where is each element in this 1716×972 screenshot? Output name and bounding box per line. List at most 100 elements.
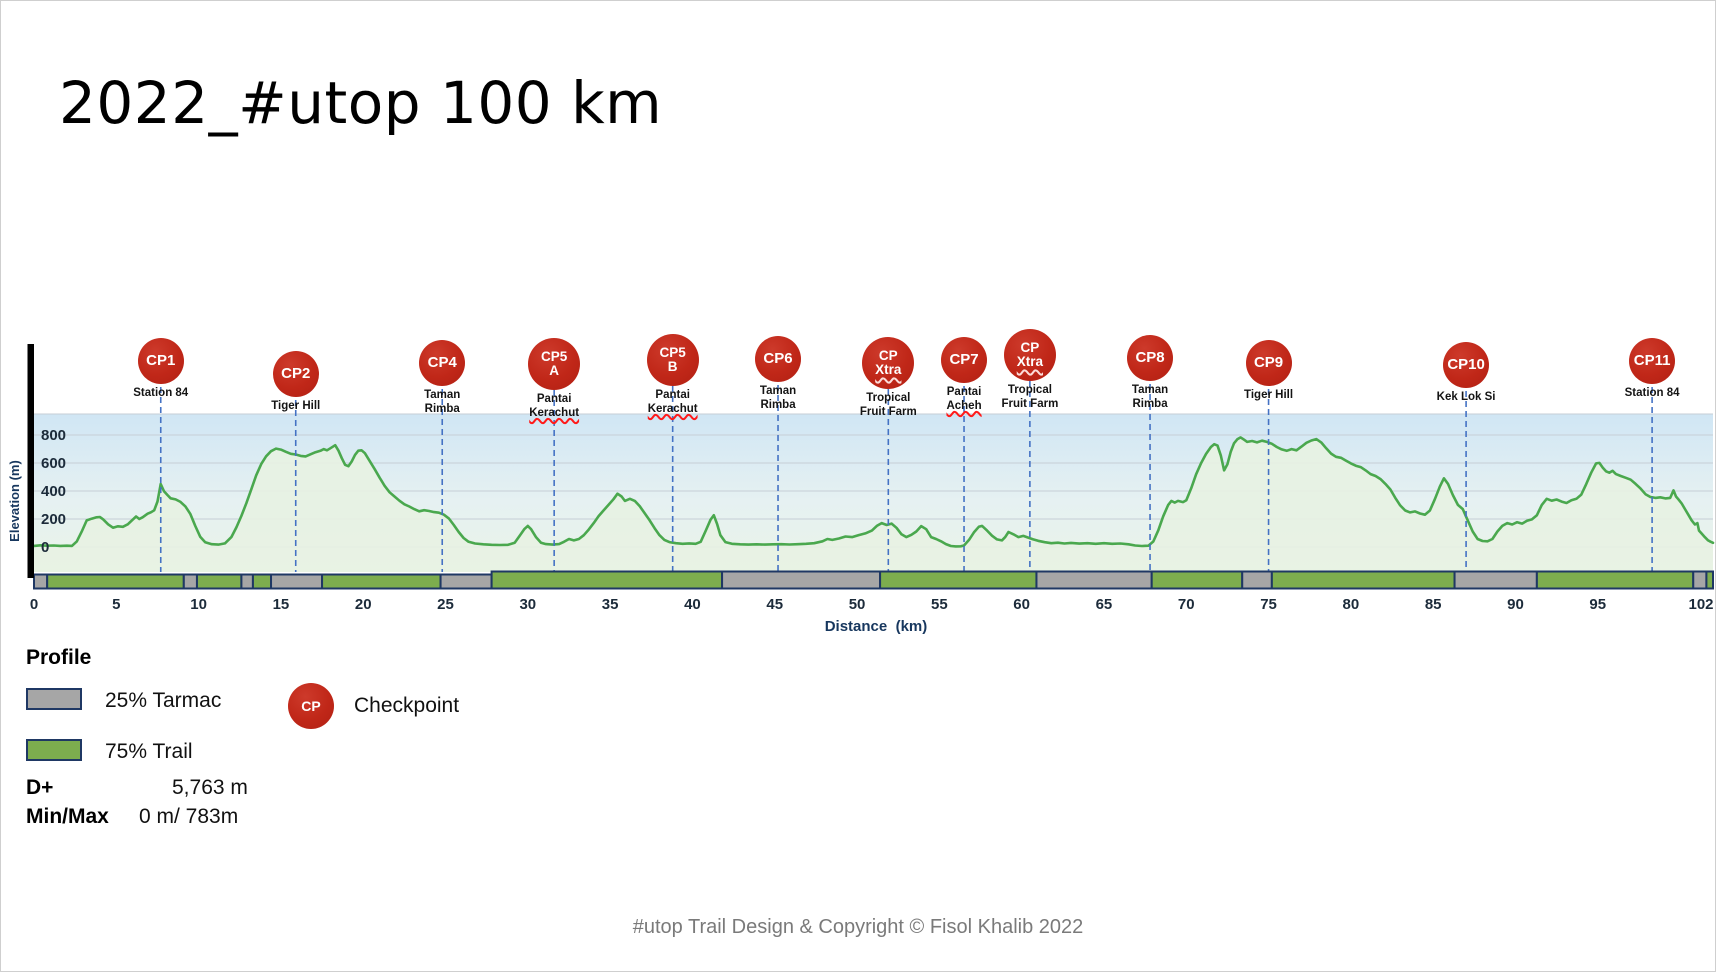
- checkpoint-marker: CP5 B: [646, 334, 699, 386]
- minmax-value: 0 m/ 783m: [139, 805, 239, 828]
- surface-segment-trail: [1535, 570, 1695, 590]
- minmax-label: Min/Max: [26, 805, 109, 828]
- x-tick-label: 40: [684, 596, 701, 613]
- checkpoint-marker-text: CP: [1020, 340, 1040, 356]
- checkpoint-marker-text: CP6: [763, 350, 793, 368]
- page-title: 2022_#utop 100 km: [59, 69, 663, 137]
- surface-segment-tarmac: [721, 570, 882, 590]
- checkpoint-name-line: Fruit Farm: [1001, 397, 1059, 410]
- checkpoint-name-line: Pantai: [655, 389, 690, 401]
- checkpoint-marker: CP6: [755, 336, 802, 382]
- y-axis-title: Elevation (m): [7, 460, 22, 542]
- surface-segment-tarmac: [1692, 570, 1708, 590]
- checkpoint-marker-text: CP8: [1135, 349, 1165, 367]
- checkpoint-name: Kek Lok Si: [1401, 391, 1531, 405]
- tarmac-label: 25% Tarmac: [105, 689, 222, 712]
- checkpoint-legend-label: Checkpoint: [354, 694, 460, 717]
- checkpoint-marker-text: Xtra: [875, 362, 902, 377]
- checkpoint-name-line: Kerachut: [647, 402, 698, 415]
- checkpoint-name-line: Rimba: [424, 402, 460, 415]
- checkpoint-name: Pantai Kerachut: [608, 389, 738, 416]
- checkpoint-name-line: Tropical: [1007, 384, 1052, 396]
- checkpoint-name-line: Rimba: [760, 398, 796, 411]
- copyright-footer: #utop Trail Design & Copyright © Fisol K…: [632, 916, 1084, 938]
- checkpoint-name: Taman Rimba: [713, 385, 843, 412]
- x-tick-label: 35: [602, 596, 619, 613]
- x-tick-label: 95: [1589, 596, 1606, 613]
- surface-segment-tarmac: [33, 573, 49, 590]
- checkpoint-name: Tropical Fruit Farm: [823, 392, 953, 419]
- checkpoint-marker: CP4: [419, 340, 466, 386]
- surface-segment-tarmac: [1035, 570, 1153, 590]
- x-tick-label: 65: [1096, 596, 1113, 613]
- checkpoint-name-line: Kek Lok Si: [1436, 391, 1496, 403]
- surface-segment-trail: [879, 570, 1038, 590]
- checkpoint-name-line: Station 84: [133, 387, 189, 399]
- surface-segment-trail: [1150, 570, 1244, 590]
- checkpoint-name-line: Acheh: [946, 399, 982, 412]
- surface-segment-trail: [490, 570, 724, 590]
- surface-segment-tarmac: [1241, 570, 1273, 590]
- checkpoint-name: Pantai Acheh: [899, 386, 1029, 413]
- legend-heading: Profile: [26, 646, 92, 669]
- checkpoint-name: Taman Rimba: [1085, 384, 1215, 411]
- tarmac-swatch: [26, 688, 82, 710]
- checkpoint-name: Station 84: [1587, 387, 1715, 401]
- x-tick-label: 80: [1343, 596, 1360, 613]
- x-tick-label: 10: [190, 596, 207, 613]
- checkpoint-marker-text: CP7: [949, 351, 979, 369]
- checkpoint-marker-text: Xtra: [1016, 354, 1043, 369]
- x-tick-label: 5: [112, 596, 120, 613]
- trail-swatch: [26, 739, 82, 761]
- checkpoint-name-line: Station 84: [1624, 387, 1680, 399]
- x-tick-label: 45: [766, 596, 783, 613]
- x-tick-label: 85: [1425, 596, 1442, 613]
- checkpoint-name-line: Taman: [1131, 384, 1169, 396]
- trail-label: 75% Trail: [105, 740, 193, 763]
- y-tick-label: 400: [41, 483, 66, 500]
- y-tick-label: 800: [41, 427, 66, 444]
- checkpoint-marker-text: CP: [878, 348, 898, 364]
- x-axis-title: Distance (km): [824, 618, 928, 635]
- elevation-area: [34, 437, 1713, 572]
- surface-segment-trail: [46, 573, 185, 590]
- checkpoint-marker-text: CP9: [1253, 354, 1284, 372]
- y-axis-bar: [27, 344, 34, 578]
- checkpoint-marker-text: A: [549, 363, 560, 378]
- surface-segment-trail: [251, 573, 273, 590]
- x-tick-label: 25: [437, 596, 454, 613]
- x-tick-label: 102: [1688, 596, 1713, 613]
- checkpoint-marker: CP11: [1629, 338, 1676, 384]
- checkpoint-name-line: Tiger Hill: [271, 400, 321, 412]
- checkpoint-name-line: Rimba: [1132, 397, 1168, 410]
- y-tick-label: 0: [41, 539, 49, 556]
- checkpoint-name-line: Tropical: [866, 392, 911, 404]
- checkpoint-marker-text: CP2: [281, 365, 311, 383]
- checkpoint-marker: CP5 A: [528, 338, 581, 390]
- surface-segment-trail: [1270, 570, 1456, 590]
- checkpoint-marker-text: CP10: [1447, 356, 1485, 374]
- x-tick-label: 20: [355, 596, 372, 613]
- x-tick-label: 55: [931, 596, 948, 613]
- surface-segment-trail: [321, 573, 442, 590]
- checkpoint-name-line: Taman: [424, 389, 461, 401]
- dplus-value: 5,763 m: [172, 776, 248, 799]
- x-tick-label: 70: [1178, 596, 1195, 613]
- checkpoint-name-line: Pantai: [536, 393, 572, 405]
- surface-segment-trail: [1705, 570, 1714, 590]
- checkpoint-legend-icon: CP: [288, 683, 334, 729]
- checkpoint-name: Tropical Fruit Farm: [965, 384, 1095, 411]
- checkpoint-name-line: Fruit Farm: [859, 405, 917, 418]
- checkpoint-marker-text: CP4: [427, 354, 457, 372]
- surface-segment-trail: [195, 573, 243, 590]
- surface-segment-tarmac: [270, 573, 324, 590]
- checkpoint-marker: CP Xtra: [862, 337, 915, 389]
- x-tick-label: 0: [30, 596, 38, 613]
- surface-segment-tarmac: [1453, 570, 1538, 590]
- elevation-line: [32, 436, 1715, 548]
- checkpoint-name: Taman Rimba: [377, 389, 507, 416]
- checkpoint-name: Station 84: [96, 387, 226, 401]
- checkpoint-name: Tiger Hill: [231, 400, 361, 414]
